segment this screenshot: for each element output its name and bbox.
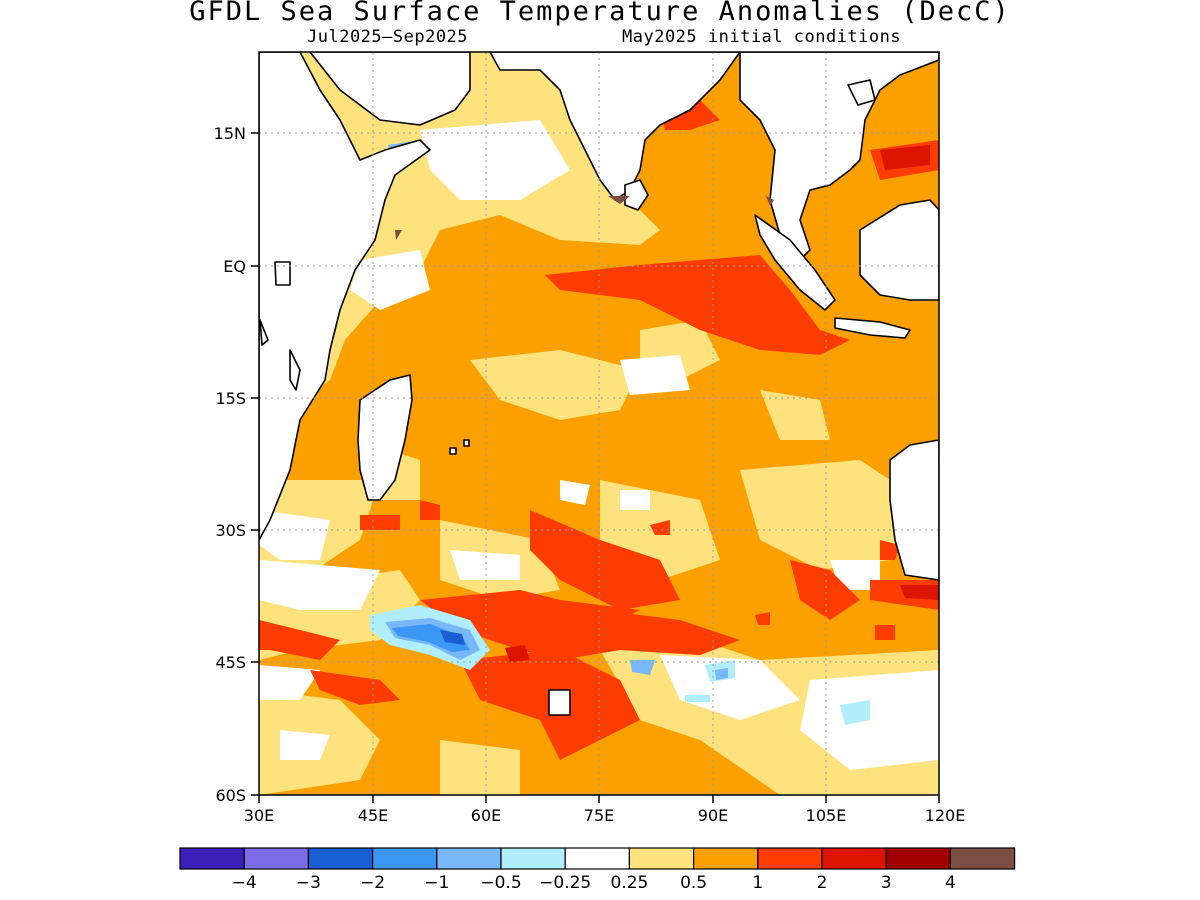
colorbar-swatch bbox=[436, 847, 502, 870]
colorbar-label: −4 bbox=[232, 873, 257, 893]
sri-lanka bbox=[624, 179, 649, 211]
lon-tick-label: 30E bbox=[244, 806, 274, 825]
colorbar-swatch bbox=[372, 847, 438, 870]
colorbar-label: −0.5 bbox=[480, 873, 521, 893]
lat-tick-label: 30S bbox=[215, 521, 246, 540]
mauritius-island bbox=[463, 439, 470, 447]
colorbar-swatch bbox=[628, 847, 695, 870]
anomaly-1-2-regions bbox=[259, 100, 939, 760]
lon-tick-label: 105E bbox=[806, 806, 847, 825]
africa-landmass bbox=[259, 52, 431, 541]
anomaly-2-3-regions bbox=[505, 145, 939, 662]
lake-malawi bbox=[289, 349, 301, 391]
colorbar-label: 0.5 bbox=[680, 873, 707, 893]
colorbar-label: 0.25 bbox=[610, 873, 648, 893]
colorbar-label: −3 bbox=[296, 873, 321, 893]
colorbar-swatch bbox=[949, 847, 1016, 870]
negative-anomaly-regions bbox=[370, 140, 870, 725]
colorbar-label: 2 bbox=[817, 873, 828, 893]
lat-tick-label: EQ bbox=[223, 257, 246, 276]
lon-tick-label: 45E bbox=[358, 806, 388, 825]
initial-conditions: May2025 initial conditions bbox=[622, 27, 902, 47]
map-grid bbox=[259, 52, 939, 795]
colorbar-swatch bbox=[564, 847, 631, 870]
arabian-peninsula bbox=[309, 52, 471, 126]
anomaly-near-zero-regions bbox=[259, 120, 939, 770]
colorbar-label: 3 bbox=[881, 873, 892, 893]
hainan-island bbox=[847, 79, 876, 106]
lat-ticks bbox=[251, 132, 259, 796]
colorbar-swatch bbox=[885, 847, 952, 870]
lat-tick-labels: 15N EQ 15S 30S 45S 60S bbox=[214, 124, 246, 805]
forecast-period: Jul2025–Sep2025 bbox=[307, 27, 469, 47]
colorbar-label: 1 bbox=[752, 873, 763, 893]
lat-tick-label: 15N bbox=[214, 124, 246, 143]
colorbar-swatch bbox=[307, 847, 374, 870]
mascarene-island bbox=[449, 447, 457, 455]
lat-tick-label: 60S bbox=[215, 786, 246, 805]
lon-tick-label: 60E bbox=[471, 806, 501, 825]
colorbar-label: −0.25 bbox=[539, 873, 591, 893]
colorbar-label: −1 bbox=[424, 873, 449, 893]
sumatra bbox=[754, 214, 836, 311]
southeast-asia-mainland bbox=[739, 52, 939, 261]
colorbar-swatch bbox=[692, 847, 759, 870]
east-africa-lake bbox=[259, 319, 269, 346]
kerguelen-island bbox=[548, 689, 571, 716]
land-masses bbox=[259, 52, 939, 716]
map-title: GFDL Sea Surface Temperature Anomalies (… bbox=[189, 0, 1011, 27]
lon-tick-label: 90E bbox=[698, 806, 728, 825]
colorbar-label: 4 bbox=[945, 873, 956, 893]
colorbar-swatch bbox=[179, 847, 245, 870]
colorbar-swatch bbox=[821, 847, 887, 870]
indian-subcontinent bbox=[489, 52, 741, 201]
lon-tick-labels: 30E 45E 60E 75E 90E 105E 120E bbox=[244, 806, 966, 825]
lon-tick-label: 75E bbox=[584, 806, 614, 825]
java bbox=[834, 317, 911, 339]
borneo bbox=[859, 199, 939, 301]
anomaly-above-4-patches bbox=[395, 196, 774, 240]
colorbar-swatch bbox=[500, 847, 566, 870]
lon-tick-label: 120E bbox=[925, 806, 966, 825]
map-field bbox=[259, 52, 939, 795]
lake-victoria bbox=[274, 261, 291, 286]
lon-ticks bbox=[258, 795, 940, 803]
colorbar-swatch bbox=[243, 847, 309, 870]
madagascar bbox=[357, 374, 413, 501]
lat-tick-label: 15S bbox=[215, 389, 246, 408]
colorbar-label: −2 bbox=[360, 873, 385, 893]
australia-west-coast bbox=[889, 439, 939, 581]
colorbar: −4 −3 −2 −1 −0.5 −0.25 0.25 0.5 1 2 3 4 bbox=[179, 847, 1016, 893]
colorbar-swatch bbox=[757, 847, 823, 870]
lat-tick-label: 45S bbox=[215, 653, 246, 672]
